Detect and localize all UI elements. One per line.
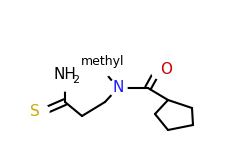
Circle shape bbox=[151, 61, 169, 79]
Circle shape bbox=[56, 73, 74, 91]
Text: O: O bbox=[160, 63, 172, 78]
Circle shape bbox=[109, 79, 127, 97]
Text: methyl: methyl bbox=[81, 55, 125, 68]
Text: N: N bbox=[112, 80, 124, 95]
Text: S: S bbox=[30, 104, 40, 119]
Text: NH: NH bbox=[54, 67, 76, 82]
Text: 2: 2 bbox=[72, 75, 79, 85]
Circle shape bbox=[31, 103, 49, 121]
Circle shape bbox=[94, 59, 112, 77]
